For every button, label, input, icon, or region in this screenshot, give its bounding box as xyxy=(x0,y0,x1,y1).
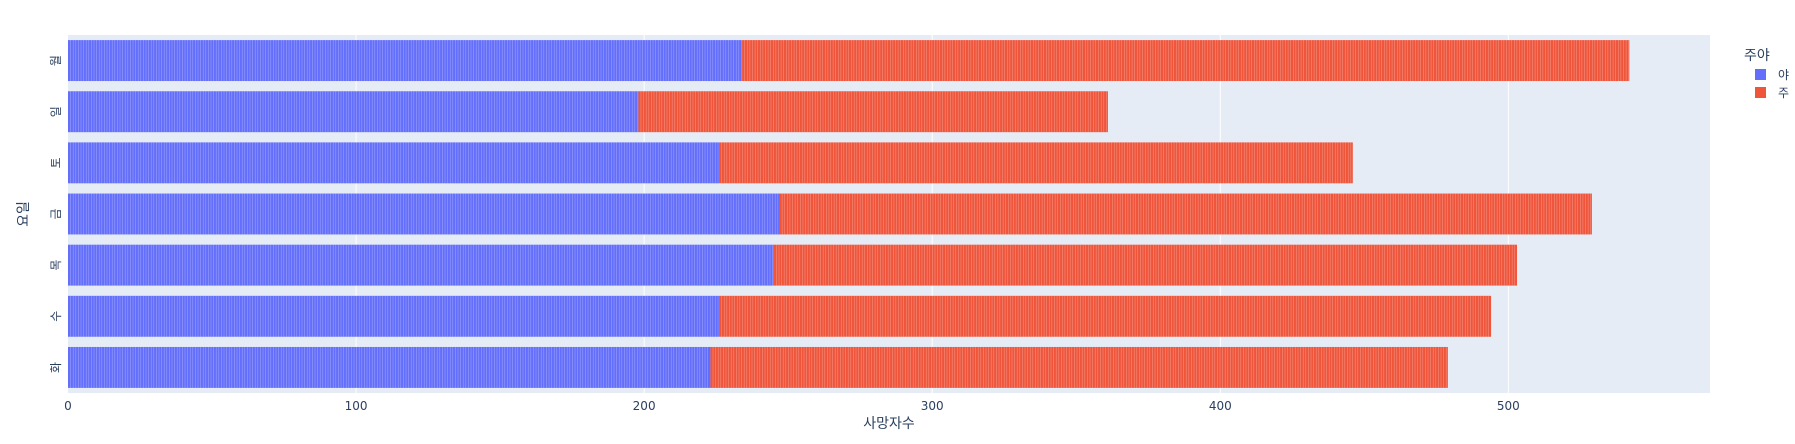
legend: 주야 야 주 xyxy=(1744,48,1789,100)
legend-swatch-night xyxy=(1755,69,1766,80)
legend-label-night: 야 xyxy=(1778,68,1789,82)
bar-day-1[interactable] xyxy=(719,295,1492,337)
bars xyxy=(68,40,1630,388)
legend-item-day[interactable]: 주 xyxy=(1755,86,1789,100)
x-tick-label: 200 xyxy=(633,399,656,413)
y-tick-label: 수 xyxy=(49,311,63,322)
y-axis-title: 요일 xyxy=(16,201,32,227)
x-tick-label: 0 xyxy=(64,399,72,413)
bar-day-5[interactable] xyxy=(638,91,1108,133)
x-tick-label: 300 xyxy=(921,399,944,413)
bar-night-4[interactable] xyxy=(68,142,720,184)
legend-title: 주야 xyxy=(1744,48,1770,64)
y-tick-label: 토 xyxy=(49,157,63,168)
x-tick-label: 500 xyxy=(1497,399,1520,413)
bar-day-6[interactable] xyxy=(742,40,1630,82)
legend-swatch-day xyxy=(1755,87,1766,98)
bar-day-2[interactable] xyxy=(773,244,1517,286)
x-tick-label: 400 xyxy=(1209,399,1232,413)
x-axis-title: 사망자수 xyxy=(863,416,915,432)
bar-night-6[interactable] xyxy=(68,40,743,82)
bar-night-1[interactable] xyxy=(68,295,720,337)
x-tick-label: 100 xyxy=(345,399,368,413)
bar-day-0[interactable] xyxy=(710,346,1448,388)
bar-night-0[interactable] xyxy=(68,346,711,388)
y-tick-label: 일 xyxy=(49,106,63,117)
y-tick-label: 금 xyxy=(49,208,63,219)
legend-label-day: 주 xyxy=(1778,86,1789,100)
y-tick-label: 목 xyxy=(49,260,63,271)
y-tick-label: 월 xyxy=(49,55,63,66)
bar-night-3[interactable] xyxy=(68,193,780,235)
legend-item-night[interactable]: 야 xyxy=(1755,68,1789,82)
bar-night-2[interactable] xyxy=(68,244,774,286)
bar-day-3[interactable] xyxy=(779,193,1592,235)
y-tick-labels: 화 수 목 금 토 일 월 xyxy=(49,55,63,373)
x-tick-labels: 0 100 200 300 400 500 xyxy=(64,399,1520,413)
bar-day-4[interactable] xyxy=(719,142,1353,184)
bar-night-5[interactable] xyxy=(68,91,639,133)
y-tick-label: 화 xyxy=(49,362,63,373)
